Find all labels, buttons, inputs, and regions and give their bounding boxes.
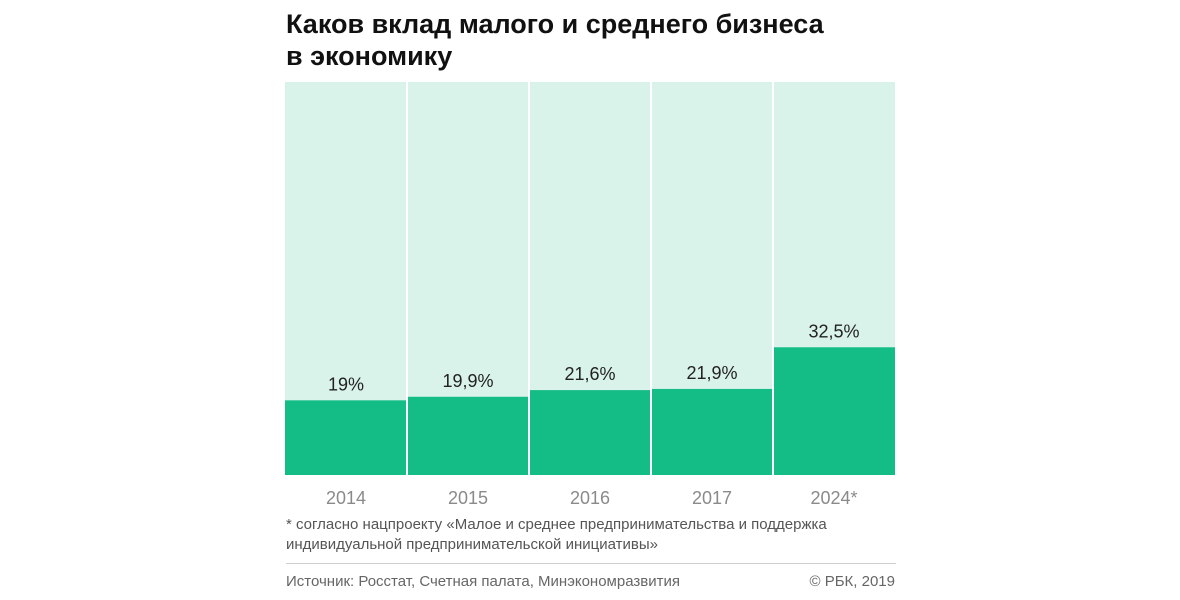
bar-2017 bbox=[651, 388, 773, 475]
data-label: 32,5% bbox=[808, 321, 859, 341]
chart-title-line-2: в экономику bbox=[286, 41, 453, 71]
footnote-line-2: индивидуальной предпринимательской иници… bbox=[286, 536, 658, 553]
x-tick-label: 2015 bbox=[448, 488, 488, 508]
x-tick-label: 2014 bbox=[326, 488, 366, 508]
x-tick-label: 2016 bbox=[570, 488, 610, 508]
x-tick-label: 2024* bbox=[810, 488, 857, 508]
bar-2024 bbox=[773, 347, 895, 475]
source-note: Источник: Росстат, Счетная палата, Минэк… bbox=[286, 573, 680, 590]
bar-2016 bbox=[529, 390, 651, 475]
footnote: * согласно нацпроекту «Малое и среднее п… bbox=[286, 515, 926, 555]
x-tick-label: 2017 bbox=[692, 488, 732, 508]
bar-2014 bbox=[285, 400, 407, 475]
footnote-line-1: * согласно нацпроекту «Малое и среднее п… bbox=[286, 516, 827, 533]
chart-title: Каков вклад малого и среднего бизнеса в … bbox=[286, 8, 986, 72]
data-label: 19% bbox=[328, 374, 364, 394]
copyright: © РБК, 2019 bbox=[809, 573, 895, 590]
data-label: 21,9% bbox=[686, 363, 737, 383]
data-label: 21,6% bbox=[564, 364, 615, 384]
data-label: 19,9% bbox=[442, 371, 493, 391]
bar-chart: 19% 2014 19,9% 2015 21,6% 2016 21,9% 2017 32,5% 2… bbox=[285, 82, 895, 508]
footer-divider bbox=[286, 563, 896, 564]
bar-2015 bbox=[407, 396, 529, 475]
chart-title-line-1: Каков вклад малого и среднего бизнеса bbox=[286, 9, 824, 39]
